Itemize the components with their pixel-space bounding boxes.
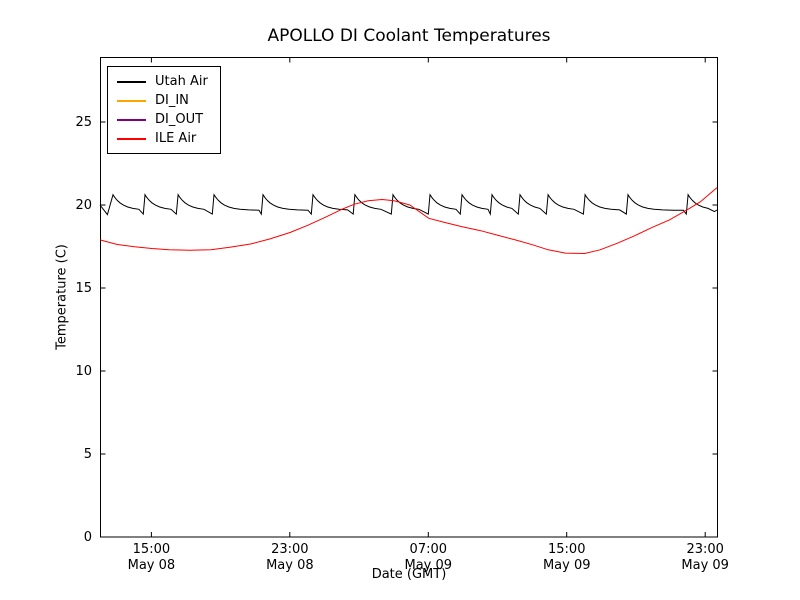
plot-frame (100, 57, 718, 538)
legend-label: Utah Air (155, 74, 208, 89)
y-tick-label: 5 (83, 446, 92, 462)
legend-label: DI_OUT (155, 112, 204, 127)
legend-label: DI_IN (155, 93, 189, 108)
x-tick-label: 15:00 May 09 (522, 542, 612, 574)
y-tick-label: 10 (75, 363, 92, 379)
x-tick-date: May 09 (542, 558, 591, 573)
x-axis-label: Date (GMT) (371, 567, 447, 582)
x-tick-date: May 09 (681, 558, 729, 573)
x-tick-label: 07:00 May 09 (383, 542, 473, 574)
y-tick-label: 0 (83, 529, 92, 545)
legend-entry-utah-air: Utah Air (117, 72, 208, 91)
x-tick-date: May 08 (127, 558, 176, 573)
legend-line-sample (117, 118, 146, 121)
chart-title: APOLLO DI Coolant Temperatures (267, 26, 551, 46)
series-line-ile-air (99, 187, 718, 255)
x-tick-date: May 08 (266, 558, 314, 573)
legend-entry-di-in: DI_IN (117, 91, 208, 110)
x-tick-time: 23:00 (686, 542, 724, 557)
axis-tick-marks (101, 58, 717, 538)
x-tick-time: 15:00 (548, 542, 586, 557)
x-tick-label: 23:00 May 08 (245, 542, 335, 574)
legend-entry-di-out: DI_OUT (117, 110, 208, 129)
x-tick-time: 23:00 (271, 542, 309, 557)
y-tick-label: 25 (75, 114, 92, 130)
y-tick-label: 20 (75, 197, 92, 213)
legend-entry-ile-air: ILE Air (117, 129, 208, 148)
series-line-utah-air (99, 193, 718, 216)
x-tick-time: 15:00 (132, 542, 171, 557)
x-tick-label: 15:00 May 08 (106, 542, 196, 574)
legend: Utah Air DI_IN DI_OUT ILE Air (107, 66, 221, 154)
x-tick-label: 23:00 May 09 (660, 542, 750, 574)
x-tick-date: May 09 (404, 558, 453, 573)
legend-line-sample (117, 80, 146, 83)
y-axis-label: Temperature (C) (54, 244, 70, 350)
legend-label: ILE Air (155, 131, 197, 146)
y-tick-label: 15 (75, 280, 92, 296)
legend-line-sample (117, 137, 146, 140)
x-tick-time: 07:00 (409, 542, 448, 557)
legend-line-sample (117, 99, 146, 102)
